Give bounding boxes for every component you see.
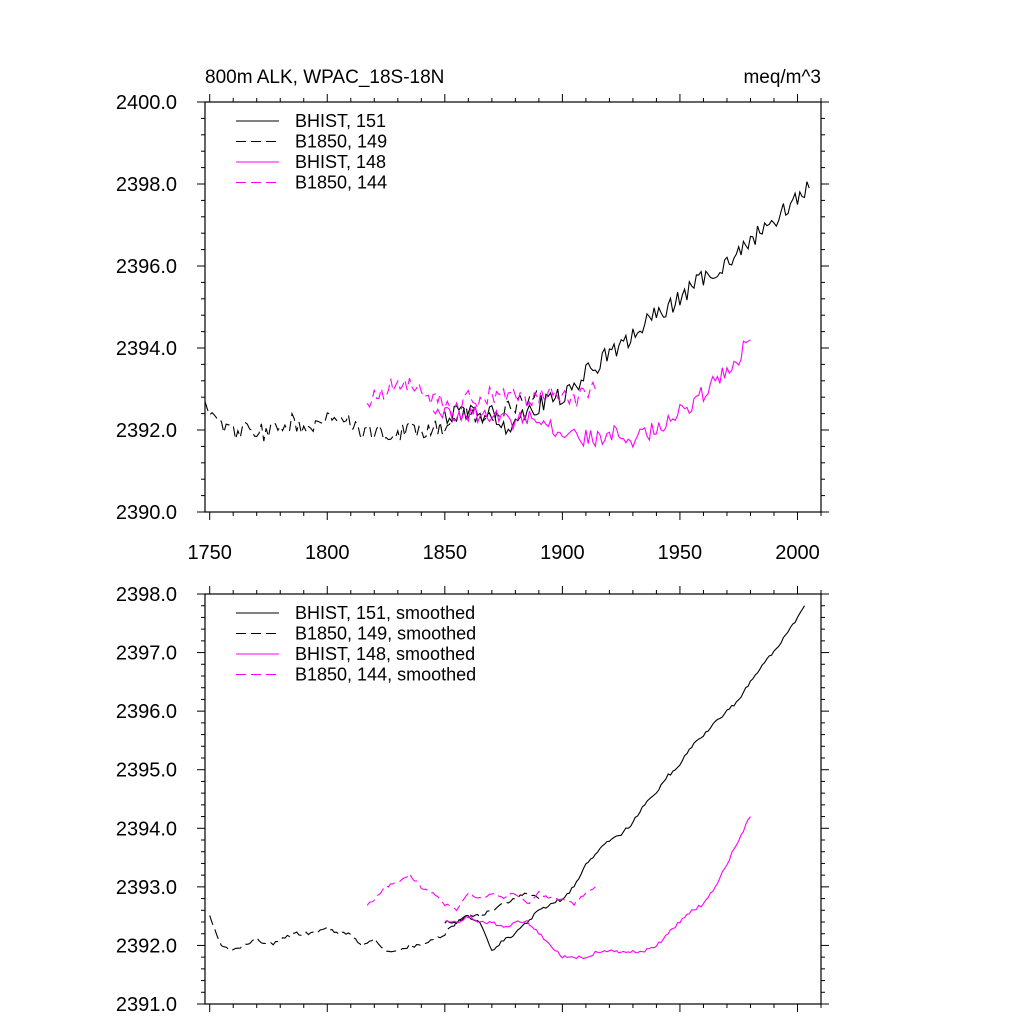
chart-title: 800m ALK, WPAC_18S-18N (205, 67, 444, 88)
bottom-series-line-0 (444, 605, 805, 952)
top-series-line-3 (366, 377, 596, 419)
top-x-tick-label: 1950 (658, 542, 703, 564)
top-legend-label-2: BHIST, 148 (295, 152, 386, 172)
top-plot-frame (204, 101, 822, 513)
top-y-tick-label: 2392.0 (116, 420, 177, 442)
top-panel: 2390.0 2392.0 2394.0 2396.0 2398.0 2400.0 1750… (116, 92, 829, 564)
top-legend-label-1: B1850, 149 (295, 132, 387, 152)
bottom-y-tick-label: 2396.0 (116, 701, 177, 723)
bottom-series-line-1 (209, 892, 540, 953)
top-series-line-1 (205, 390, 540, 442)
bottom-plot-frame (204, 593, 822, 1005)
bottom-y-tick-label: 2393.0 (116, 877, 177, 899)
bottom-series-line-3 (366, 872, 596, 912)
bottom-panel: 2391.0 2392.0 2393.0 2394.0 2395.0 2396.0 2397… (116, 584, 829, 1016)
bottom-y-tick-label: 2398.0 (116, 584, 177, 606)
bottom-y-tick-label: 2397.0 (116, 643, 177, 665)
top-series-line-0 (444, 181, 810, 436)
top-y-tick-label: 2398.0 (116, 174, 177, 196)
units-label: meq/m^3 (743, 67, 821, 88)
top-series-line-2 (432, 339, 751, 449)
top-y-tick-label: 2390.0 (116, 502, 177, 524)
bottom-y-tick-label: 2392.0 (116, 935, 177, 957)
top-x-tick-label: 1800 (305, 542, 350, 564)
top-x-tick-label: 1750 (187, 542, 232, 564)
bottom-legend-label-0: BHIST, 151, smoothed (295, 603, 475, 623)
top-legend-label-0: BHIST, 151 (295, 111, 386, 131)
top-x-tick-label: 1900 (540, 542, 585, 564)
bottom-y-tick-label: 2391.0 (116, 994, 177, 1016)
top-x-tick-label: 1850 (423, 542, 468, 564)
bottom-y-tick-label: 2395.0 (116, 760, 177, 782)
bottom-legend-label-2: BHIST, 148, smoothed (295, 644, 475, 664)
bottom-y-tick-label: 2394.0 (116, 818, 177, 840)
top-legend-label-3: B1850, 144 (295, 173, 387, 193)
top-y-tick-label: 2400.0 (116, 92, 177, 114)
bottom-legend-label-1: B1850, 149, smoothed (295, 624, 476, 644)
bottom-series-line-2 (444, 816, 751, 960)
top-y-tick-label: 2394.0 (116, 338, 177, 360)
top-y-tick-label: 2396.0 (116, 256, 177, 278)
top-x-tick-label: 2000 (775, 542, 820, 564)
bottom-legend-label-3: B1850, 144, smoothed (295, 665, 476, 685)
